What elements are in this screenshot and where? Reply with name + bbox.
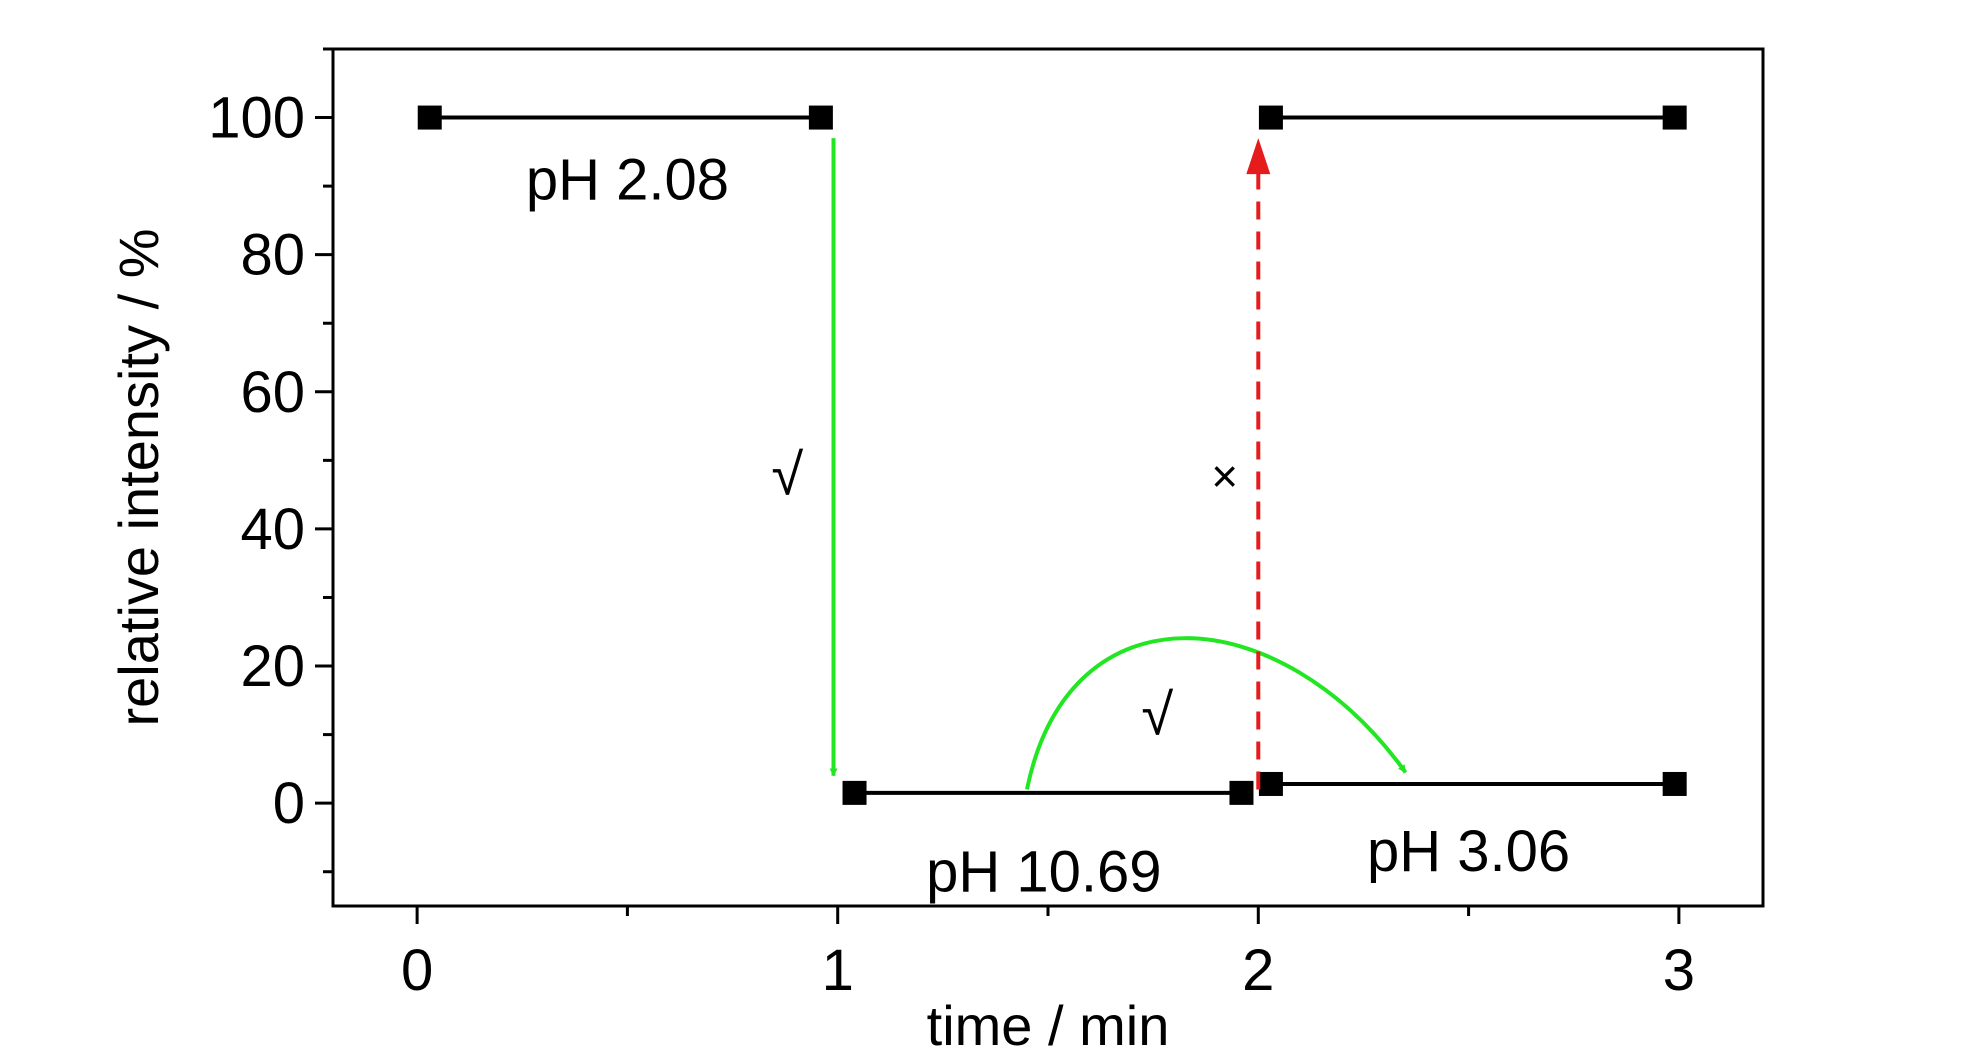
data-point [1258, 105, 1283, 130]
cross-mark: × [1211, 450, 1238, 502]
x-axis-label: time / min [927, 994, 1170, 1057]
arrowhead-red [1246, 138, 1271, 175]
data-point [1258, 771, 1283, 796]
series-1 [417, 105, 833, 130]
arrow-curve [1025, 636, 1408, 790]
annotation-label: pH 3.06 [1367, 819, 1570, 884]
data-point [1662, 105, 1687, 130]
y-tick-label: 20 [240, 634, 305, 699]
y-tick-label: 0 [273, 771, 305, 836]
data-point [842, 780, 867, 805]
data-point [417, 105, 442, 130]
check-mark: √ [771, 443, 803, 508]
x-tick-label: 2 [1242, 938, 1274, 1003]
transition-layer: √ √ × [771, 138, 1408, 790]
data-point [1662, 771, 1687, 796]
transition-arrow-2: √ [1025, 636, 1408, 790]
series-2 [842, 780, 1254, 805]
y-axis-label: relative intensity / % [107, 229, 170, 727]
transition-arrow-1: √ [771, 138, 838, 777]
y-tick-label: 100 [208, 86, 305, 151]
x-axis: 0 1 2 3 [401, 906, 1695, 1003]
series-layer [417, 105, 1687, 805]
data-point [808, 105, 833, 130]
x-tick-label: 3 [1663, 938, 1695, 1003]
y-tick-label: 60 [240, 360, 305, 425]
x-tick-label: 1 [822, 938, 854, 1003]
series-3 [1258, 105, 1687, 130]
annotation-layer: pH 2.08 pH 10.69 pH 3.06 [526, 147, 1570, 904]
check-mark: √ [1141, 683, 1173, 748]
series-4 [1258, 771, 1687, 796]
annotation-label: pH 2.08 [526, 147, 729, 212]
y-axis: 0 20 40 60 80 100 [208, 47, 333, 874]
y-tick-label: 80 [240, 223, 305, 288]
annotation-label: pH 10.69 [926, 840, 1161, 905]
x-tick-label: 0 [401, 938, 433, 1003]
y-tick-label: 40 [240, 497, 305, 562]
transition-arrow-3: × [1211, 138, 1271, 790]
data-point [1229, 780, 1254, 805]
